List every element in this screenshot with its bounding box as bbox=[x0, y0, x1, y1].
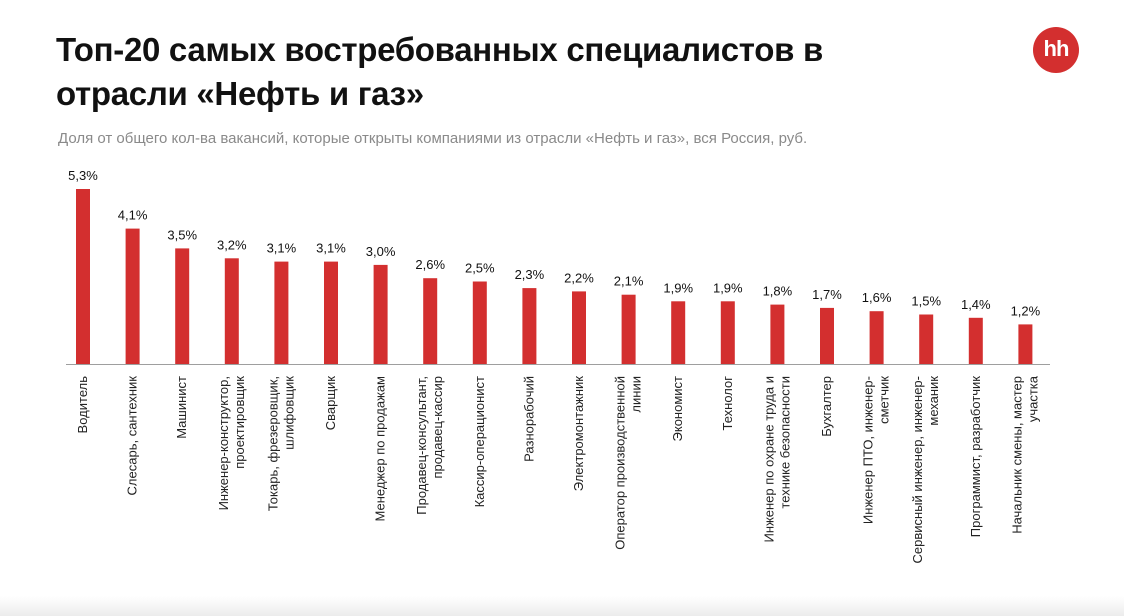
bar bbox=[820, 307, 834, 364]
bar bbox=[423, 278, 438, 364]
x-tick-label: Экономист bbox=[670, 376, 685, 442]
bar bbox=[522, 288, 537, 364]
bar bbox=[373, 264, 388, 364]
bar bbox=[671, 301, 686, 364]
bar bbox=[869, 311, 884, 364]
data-label: 1,7% bbox=[812, 287, 842, 302]
data-label: 3,1% bbox=[316, 241, 346, 256]
data-label: 1,5% bbox=[911, 294, 941, 309]
chart-subtitle: Доля от общего кол-ва вакансий, которые … bbox=[58, 130, 808, 147]
page-title: Топ-20 самых востребованных специалистов… bbox=[56, 31, 823, 112]
data-label: 1,6% bbox=[862, 290, 892, 305]
data-label: 2,6% bbox=[415, 257, 445, 272]
x-tick-label: Оператор производственнойлинии bbox=[613, 376, 644, 550]
bottom-shadow bbox=[0, 596, 1124, 616]
data-label: 3,5% bbox=[167, 227, 197, 242]
x-tick-label: Разнорабочий bbox=[521, 376, 536, 462]
x-tick-label: Электромонтажник bbox=[571, 376, 586, 491]
bar bbox=[770, 304, 785, 364]
bar bbox=[572, 291, 586, 364]
bar bbox=[224, 258, 239, 364]
x-tick-label: Сварщик bbox=[323, 376, 338, 431]
bar bbox=[968, 317, 983, 364]
bar bbox=[720, 301, 735, 364]
x-tick-label: Водитель bbox=[75, 376, 90, 434]
data-label: 2,1% bbox=[614, 274, 644, 289]
hh-logo: hh bbox=[1033, 27, 1079, 73]
data-label: 1,2% bbox=[1011, 303, 1041, 318]
x-tick-label: Токарь, фрезеровщик,шлифовщик bbox=[265, 376, 296, 511]
bar bbox=[621, 294, 636, 364]
data-label: 3,2% bbox=[217, 237, 247, 252]
data-label: 5,3% bbox=[68, 168, 98, 183]
data-label: 2,5% bbox=[465, 261, 495, 276]
data-label: 2,3% bbox=[515, 267, 545, 282]
bar bbox=[125, 228, 140, 364]
bar bbox=[472, 281, 487, 364]
bar bbox=[274, 261, 289, 364]
x-tick-label: Сервисный инженер, инженер-механик bbox=[910, 376, 941, 564]
data-label: 2,2% bbox=[564, 270, 594, 285]
x-tick-label: Начальник смены, мастеручастка bbox=[1009, 375, 1040, 534]
bar bbox=[76, 189, 90, 364]
x-tick-label: Машинист bbox=[174, 376, 189, 439]
x-tick-label: Кассир-операционист bbox=[472, 376, 487, 507]
bar bbox=[175, 248, 190, 364]
x-tick-label: Инженер ПТО, инженер-сметчик bbox=[861, 376, 892, 524]
data-label: 1,4% bbox=[961, 297, 991, 312]
bar bbox=[324, 261, 338, 364]
x-tick-label: Слесарь, сантехник bbox=[125, 376, 140, 496]
x-tick-label: Инженер по охране труда итехнике безопас… bbox=[761, 376, 792, 542]
data-label: 4,1% bbox=[118, 208, 148, 223]
x-tick-label: Технолог bbox=[720, 376, 735, 431]
x-tick-label: Бухгалтер bbox=[819, 376, 834, 437]
data-label: 1,9% bbox=[713, 280, 743, 295]
data-label: 1,9% bbox=[663, 280, 693, 295]
data-label: 3,0% bbox=[366, 244, 396, 259]
x-tick-label: Продавец-консультант,продавец-кассир bbox=[414, 376, 445, 515]
data-label: 3,1% bbox=[267, 241, 297, 256]
bar bbox=[919, 314, 934, 364]
data-label: 1,8% bbox=[763, 284, 793, 299]
x-tick-label: Инженер-конструктор,проектировщик bbox=[216, 376, 247, 511]
bar bbox=[1018, 324, 1033, 364]
x-tick-label: Менеджер по продажам bbox=[373, 376, 388, 522]
x-tick-label: Программист, разработчик bbox=[968, 376, 983, 537]
